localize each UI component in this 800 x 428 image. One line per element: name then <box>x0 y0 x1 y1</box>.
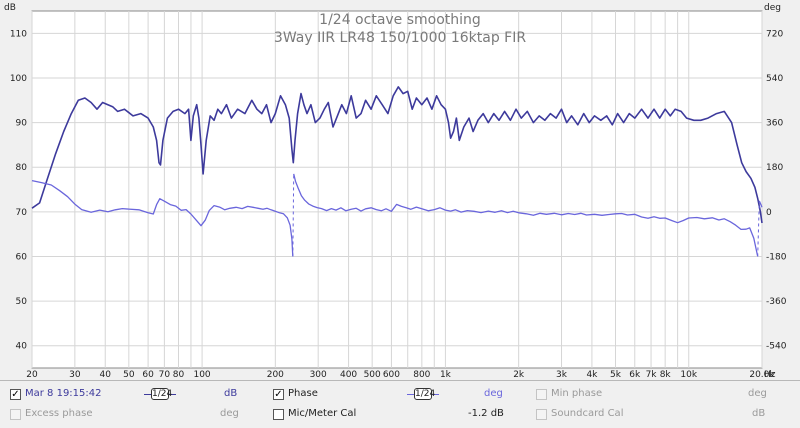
left-axis-unit: dB <box>4 3 16 13</box>
mic-meter-cal-value: -1.2 dB <box>468 408 504 419</box>
x-axis-unit: Hz <box>764 370 776 380</box>
phase-smoothing-value: 1/24 <box>414 388 436 400</box>
excess-phase-unit-label: deg <box>220 408 239 419</box>
x-tick-label: 400 <box>340 370 357 380</box>
trace-unit-label: dB <box>224 388 238 399</box>
trace-name-label[interactable]: Mar 8 19:15:42 <box>25 388 102 399</box>
frequency-response-chart: 20 30 40 50 60 70 80 100 200 300 400 500 600 800 1k 2k 3… <box>4 3 787 380</box>
y-left-tick-label: 80 <box>16 163 28 173</box>
x-tick-label: 50 <box>123 370 135 380</box>
excess-phase-label: Excess phase <box>25 408 93 419</box>
y-left-tick-label: 50 <box>16 297 28 307</box>
y-right-tick-label: 180 <box>766 163 783 173</box>
phase-wrap-line <box>292 173 295 257</box>
x-tick-label: 20.0k <box>749 370 775 380</box>
x-tick-label: 30 <box>69 370 81 380</box>
trace-smoothing-value: 1/24 <box>151 388 173 400</box>
soundcard-cal-label: Soundcard Cal <box>551 408 624 419</box>
y-right-tick-label: 360 <box>766 119 783 129</box>
phase-label[interactable]: Phase <box>288 388 318 399</box>
mic-meter-cal-label[interactable]: Mic/Meter Cal <box>288 408 357 419</box>
x-tick-label: 800 <box>413 370 430 380</box>
x-tick-label: 500 <box>364 370 381 380</box>
tick-labels: 20 30 40 50 60 70 80 100 200 300 400 500 600 800 1k 2k 3… <box>10 29 787 380</box>
legend-panel: ✓ Mar 8 19:15:42 1/24 dB ✓ Phase 1/24 de… <box>0 380 800 428</box>
x-tick-label: 300 <box>310 370 327 380</box>
phase-checkbox[interactable]: ✓ <box>273 389 284 400</box>
x-tick-label: 1k <box>440 370 452 380</box>
y-left-tick-label: 40 <box>16 342 28 352</box>
x-tick-label: 70 <box>159 370 171 380</box>
x-tick-label: 60 <box>142 370 154 380</box>
trace-smoothing-control[interactable]: 1/24 <box>144 388 176 401</box>
x-tick-label: 3k <box>556 370 568 380</box>
y-right-tick-label: 720 <box>766 29 783 39</box>
grid-lines <box>31 11 763 368</box>
soundcard-cal-checkbox[interactable] <box>536 409 547 420</box>
x-tick-label: 80 <box>173 370 185 380</box>
x-tick-label: 2k <box>513 370 525 380</box>
soundcard-cal-unit-label: dB <box>752 408 766 419</box>
mic-meter-cal-checkbox[interactable] <box>273 409 284 420</box>
y-left-tick-label: 60 <box>16 252 28 262</box>
y-left-tick-label: 70 <box>16 208 28 218</box>
y-left-tick-label: 90 <box>16 119 28 129</box>
phase-unit-label: deg <box>484 388 503 399</box>
x-tick-label: 10k <box>680 370 697 380</box>
x-tick-label: 40 <box>100 370 112 380</box>
x-tick-label: 200 <box>267 370 284 380</box>
x-tick-label: 4k <box>586 370 598 380</box>
x-tick-label: 20 <box>26 370 38 380</box>
x-tick-label: 5k <box>610 370 622 380</box>
chart-title: 1/24 octave smoothing <box>319 12 481 28</box>
x-tick-label: 8k <box>660 370 672 380</box>
y-right-tick-label: 0 <box>766 208 772 218</box>
y-right-tick-label: -540 <box>766 342 787 352</box>
min-phase-label: Min phase <box>551 388 603 399</box>
phase-smoothing-control[interactable]: 1/24 <box>407 388 439 401</box>
x-tick-label: 6k <box>629 370 641 380</box>
excess-phase-checkbox[interactable] <box>10 409 21 420</box>
x-tick-label: 7k <box>646 370 658 380</box>
min-phase-unit-label: deg <box>748 388 767 399</box>
x-tick-label: 100 <box>193 370 210 380</box>
x-tick-label: 600 <box>383 370 400 380</box>
trace-checkbox[interactable]: ✓ <box>10 389 21 400</box>
y-right-tick-label: 540 <box>766 74 783 84</box>
phase-trace-line <box>31 173 763 257</box>
chart-subtitle: 3Way IIR LR48 150/1000 16ktap FIR <box>274 30 526 46</box>
y-left-tick-label: 110 <box>10 29 27 39</box>
series-layer <box>31 86 763 257</box>
y-right-tick-label: -180 <box>766 252 787 262</box>
y-left-tick-label: 100 <box>10 74 27 84</box>
plot-area[interactable] <box>31 10 763 369</box>
right-axis-unit: deg <box>764 3 781 13</box>
min-phase-checkbox[interactable] <box>536 389 547 400</box>
spl-trace-line <box>31 86 763 224</box>
y-right-tick-label: -360 <box>766 297 787 307</box>
